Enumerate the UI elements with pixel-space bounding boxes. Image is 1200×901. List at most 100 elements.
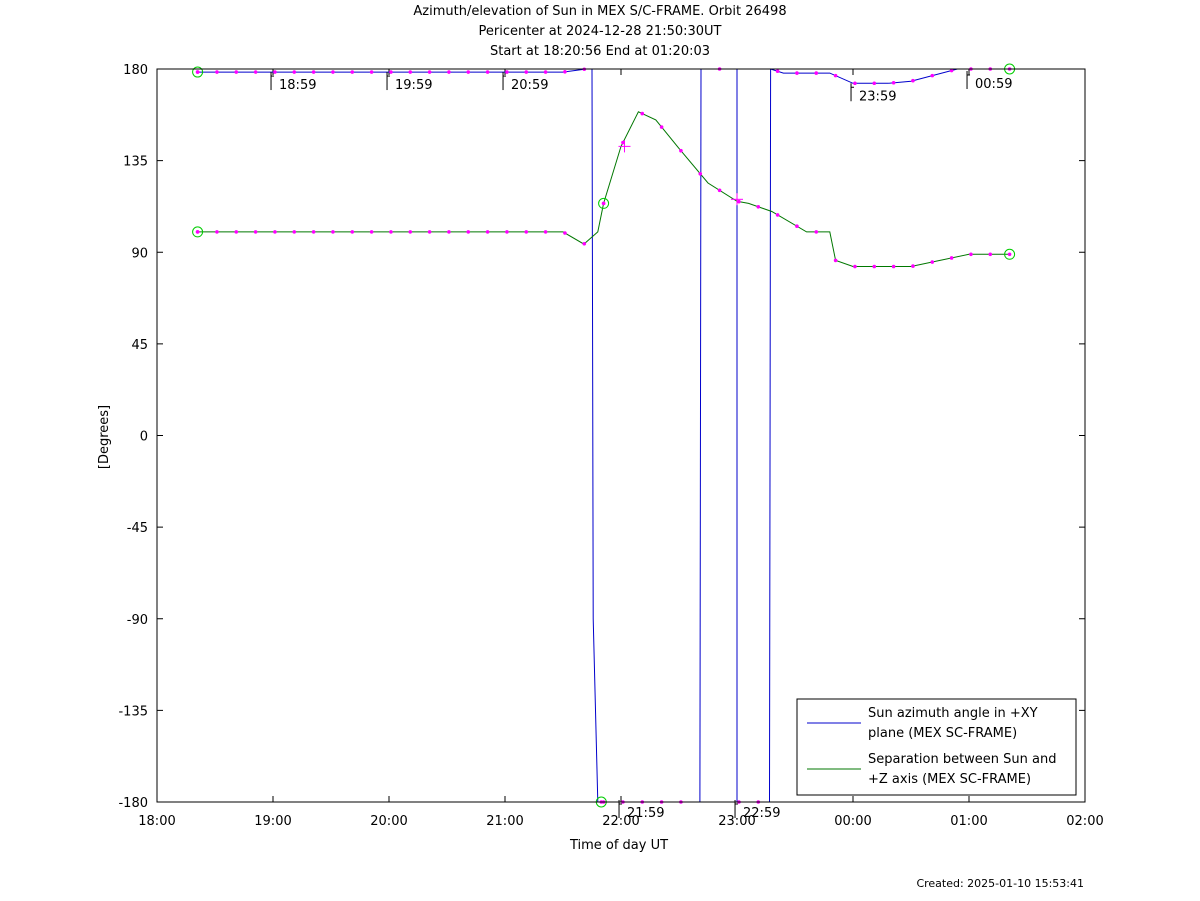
sample-point	[949, 256, 954, 260]
sample-point	[833, 73, 838, 78]
created-timestamp: Created: 2025-01-10 15:53:41	[916, 877, 1084, 890]
sample-point	[215, 70, 219, 74]
orbit-time-label: 00:59	[975, 77, 1012, 92]
endpoint-circle	[192, 226, 204, 238]
legend-box	[796, 698, 1077, 796]
sample-point	[737, 199, 741, 204]
sample-point	[331, 70, 335, 74]
sample-point	[853, 264, 857, 269]
sample-point	[930, 73, 935, 78]
sample-point	[775, 69, 780, 74]
series-line-azimuth	[197, 68, 1010, 803]
sample-point	[505, 70, 509, 74]
endpoint-dot	[195, 230, 200, 234]
sample-point	[234, 230, 239, 234]
x-axis-label: Time of day UT	[569, 838, 668, 853]
sample-point	[447, 230, 451, 234]
orbit-time-label: 23:59	[859, 89, 896, 104]
sample-point	[814, 71, 819, 75]
sample-point	[389, 70, 393, 74]
sample-point	[369, 230, 374, 234]
sample-point	[253, 230, 258, 234]
sample-point	[930, 260, 935, 264]
sample-point	[872, 81, 877, 86]
x-tick-label: 02:00	[1066, 814, 1103, 829]
sample-point	[427, 230, 432, 234]
sample-point	[717, 188, 722, 193]
y-tick-label: -90	[127, 613, 148, 628]
legend-entry-text: Separation between Sun and	[868, 752, 1056, 767]
x-tick-label: 01:00	[950, 814, 987, 829]
sample-point	[853, 81, 857, 86]
sample-point	[292, 230, 297, 234]
sample-point	[679, 148, 683, 153]
endpoint-circle	[192, 66, 204, 78]
x-tick-label: 00:00	[834, 814, 871, 829]
endpoint-circle	[1004, 248, 1016, 260]
sample-point	[466, 70, 471, 74]
sample-point	[273, 230, 277, 234]
sample-point	[447, 70, 451, 74]
sample-point	[524, 230, 529, 234]
sample-point	[891, 80, 896, 85]
sample-point	[833, 258, 838, 263]
sample-point	[253, 70, 258, 74]
x-tick-label: 20:00	[370, 814, 407, 829]
sample-point	[292, 70, 297, 74]
sample-point	[524, 70, 529, 74]
y-tick-label: 180	[123, 63, 148, 78]
x-tick-label: 22:00	[602, 814, 639, 829]
sample-point	[640, 111, 645, 116]
sample-point	[969, 252, 973, 257]
sample-point	[911, 78, 915, 83]
legend-entry-text: +Z axis (MEX SC-FRAME)	[868, 772, 1031, 787]
endpoint-dot	[601, 201, 606, 206]
sample-point	[427, 70, 432, 74]
chart-subtitle-start-end: Start at 18:20:56 End at 01:20:03	[489, 44, 711, 59]
sample-point	[891, 264, 896, 269]
x-tick-label: 23:00	[718, 814, 755, 829]
plot-frame	[156, 68, 1086, 803]
sample-point	[795, 71, 799, 75]
orbit-time-label: 21:59	[627, 806, 664, 821]
sample-point	[698, 171, 703, 176]
sample-point	[311, 230, 316, 234]
sample-point	[563, 69, 567, 74]
orbit-time-label: 19:59	[395, 78, 432, 93]
sample-point	[466, 230, 471, 234]
sample-point	[311, 70, 316, 74]
endpoint-dot	[195, 70, 200, 74]
endpoint-dot	[1007, 252, 1012, 257]
sample-point	[350, 230, 355, 234]
y-tick-label: 0	[140, 430, 148, 445]
sample-point	[659, 125, 664, 129]
series-line-separation	[197, 111, 1010, 267]
sample-point	[911, 264, 915, 268]
y-tick-label: -135	[118, 704, 148, 719]
orbit-time-label: 22:59	[743, 806, 780, 821]
sample-point	[872, 264, 877, 269]
y-tick-label: 135	[123, 155, 148, 170]
sample-point	[215, 230, 219, 234]
sample-point	[234, 70, 239, 74]
sample-point	[988, 252, 993, 257]
chart-title: Azimuth/elevation of Sun in MEX S/C-FRAM…	[413, 4, 787, 19]
sample-point	[949, 68, 954, 73]
legend: Sun azimuth angle in +XY plane (MEX SC-FR…	[796, 698, 1077, 796]
y-tick-label: 90	[131, 246, 148, 261]
sample-point	[563, 231, 567, 235]
x-tick-label: 19:00	[254, 814, 291, 829]
x-tick-label: 18:00	[138, 814, 175, 829]
sample-point	[408, 70, 413, 74]
legend-entry-text: Sun azimuth angle in +XY	[868, 706, 1038, 721]
chart-subtitle-pericenter: Pericenter at 2024-12-28 21:50:30UT	[478, 24, 722, 39]
x-tick-label: 21:00	[486, 814, 523, 829]
sample-point	[621, 140, 625, 145]
sample-point	[775, 213, 780, 217]
sample-point	[485, 230, 490, 234]
sample-point	[756, 204, 761, 209]
sample-point	[543, 230, 548, 234]
y-tick-label: -45	[127, 521, 148, 536]
orbit-time-label: 18:59	[279, 78, 316, 93]
